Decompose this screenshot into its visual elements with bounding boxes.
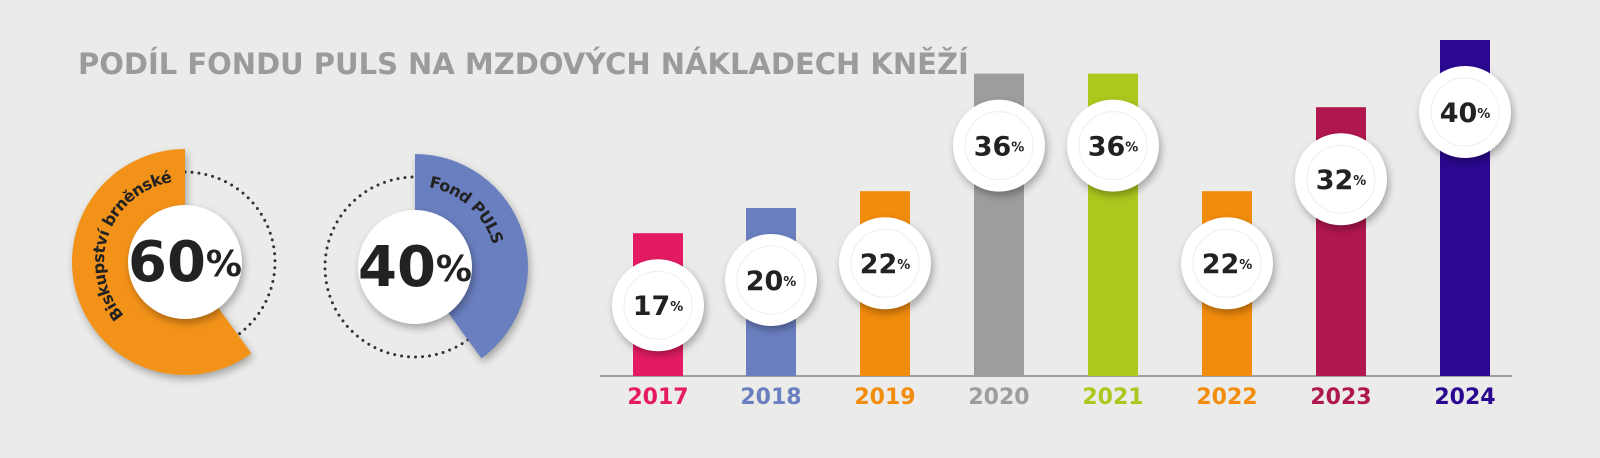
bubble-inner (1430, 77, 1500, 147)
x-tick-label: 2023 (1310, 385, 1371, 410)
bubble-inner (1192, 228, 1262, 298)
x-tick-label: 2024 (1434, 385, 1495, 410)
x-tick-label: 2019 (854, 385, 915, 410)
bar-value-label: 36% (1088, 131, 1139, 162)
bar-value-label: 20% (746, 266, 797, 297)
bar-value-label: 32% (1316, 165, 1367, 196)
bar-value-label: 22% (860, 249, 911, 280)
bar-value-label: 22% (1202, 249, 1253, 280)
donut-center (358, 210, 472, 324)
donut-value-label: 40% (358, 235, 472, 300)
x-tick-label: 2022 (1196, 385, 1257, 410)
bar-value-label: 17% (633, 291, 684, 322)
donut-arc (415, 154, 528, 359)
bubble-inner (964, 111, 1034, 181)
bar-value-label: 36% (974, 131, 1025, 162)
x-tick-label: 2018 (740, 385, 801, 410)
donut-arc (71, 149, 252, 375)
x-tick-label: 2017 (627, 385, 688, 410)
title: PODÍL FONDU PULS NA MZDOVÝCH NÁKLADECH K… (78, 47, 969, 81)
bubble-inner (736, 245, 806, 315)
bar-value-label: 40% (1440, 98, 1491, 129)
bubble-inner (1306, 144, 1376, 214)
bubble-inner (1078, 111, 1148, 181)
x-tick-label: 2021 (1082, 385, 1143, 410)
donut-value-label: 60% (128, 230, 242, 295)
bubble-inner (850, 228, 920, 298)
donut-center (128, 205, 242, 319)
dotted-remainder (323, 175, 470, 359)
bubble-inner (623, 270, 693, 340)
dotted-remainder (183, 170, 277, 337)
x-tick-label: 2020 (968, 385, 1029, 410)
